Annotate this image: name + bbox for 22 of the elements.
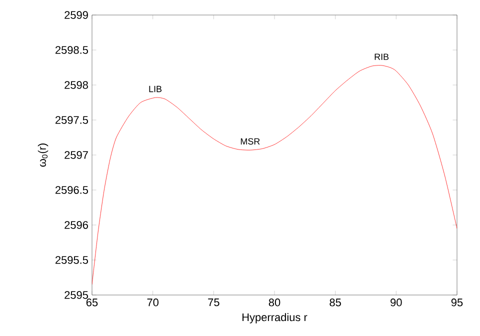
x-axis-title: Hyperradius r [242, 313, 308, 324]
y-tick-label: 2595 [64, 291, 88, 299]
x-tick-label: 95 [451, 298, 463, 306]
y-tick-label: 2595.5 [56, 256, 88, 264]
annotation: MSR [240, 138, 260, 145]
x-tick-label: 65 [86, 298, 98, 306]
line-series [92, 65, 457, 285]
x-tick-label: 85 [330, 298, 341, 306]
y-tick-label: 2598 [64, 81, 88, 89]
y-tick-label: 2596.5 [56, 186, 88, 194]
y-tick-label: 2597.5 [56, 116, 88, 124]
x-tick-label: 75 [208, 298, 220, 306]
y-tick-label: 2596 [64, 221, 88, 229]
x-tick-label: 70 [147, 298, 158, 306]
y-tick-label: 2597 [64, 151, 88, 159]
y-tick-label: 2599 [64, 11, 88, 19]
y-axis-title: ω$_{0}$(r) [38, 144, 48, 167]
annotation: RIB [374, 54, 389, 60]
y-tick-label: 2598.5 [56, 46, 88, 54]
x-tick-label: 80 [268, 298, 280, 306]
x-tick-label: 90 [390, 298, 402, 306]
annotation: LIB [149, 86, 162, 92]
